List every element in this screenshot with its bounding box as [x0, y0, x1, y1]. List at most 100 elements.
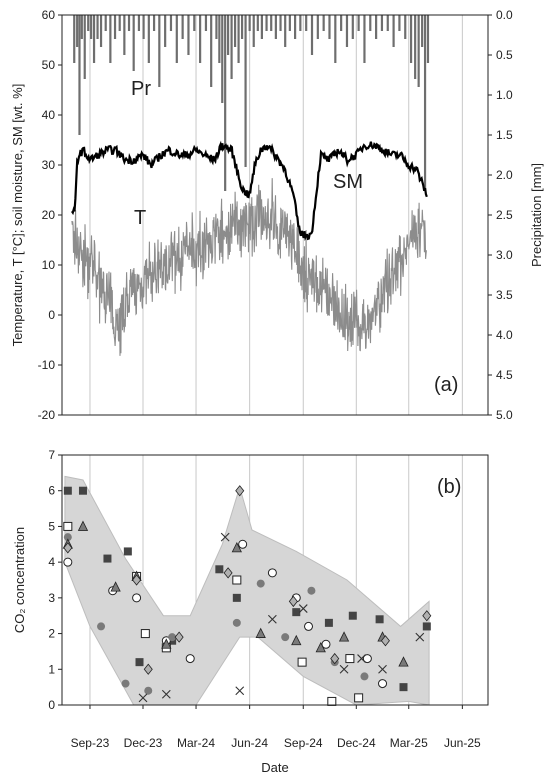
- co2-point-square-dark: [63, 486, 72, 495]
- panel-b-y-tick-label: 4: [48, 555, 55, 569]
- co2-point-cross: [220, 532, 230, 542]
- panel-a-left-tick-label: 0: [48, 308, 55, 322]
- co2-point-circle-open: [378, 679, 388, 689]
- panel-b-x-tick-label: Jun-25: [444, 736, 481, 750]
- panel-a-left-tick-label: 20: [42, 208, 56, 222]
- co2-point-triangle: [291, 634, 302, 646]
- co2-point-diamond: [63, 542, 73, 554]
- co2-point-circle-open: [238, 539, 248, 549]
- temperature-series: [71, 178, 427, 356]
- panel-a-left-tick-label: -20: [38, 408, 56, 422]
- panel-b-y-tick-label: 1: [48, 662, 55, 676]
- co2-point-circle-filled: [307, 586, 316, 595]
- co2-point-square-dark: [215, 565, 224, 574]
- co2-point-circle-open: [185, 654, 195, 664]
- co2-point-triangle: [255, 627, 266, 638]
- panel-a-right-tick-label: 5.0: [496, 408, 513, 422]
- co2-point-square-open: [345, 654, 355, 664]
- panel-b-x-tick-label: Sep-23: [71, 736, 110, 750]
- panel-b-x-tick-label: Sep-24: [284, 736, 323, 750]
- co2-point-triangle: [231, 541, 242, 553]
- panel-a-right-tick-label: 1.0: [496, 88, 513, 102]
- co2-point-square-open: [327, 696, 337, 706]
- temperature-label: T: [134, 207, 146, 229]
- panel-a-right-tick-label: 0.5: [496, 48, 513, 62]
- panel-a-gridlines: [89, 15, 463, 415]
- panel-b-x-tick-label: Dec-24: [337, 736, 376, 750]
- panel-a-right-tick-label: 4.5: [496, 368, 513, 382]
- panel-a-ylabel: Temperature, T [°C]; soil moisture, SM […: [10, 84, 25, 347]
- co2-point-triangle: [77, 520, 89, 531]
- co2-point-diamond: [174, 631, 184, 643]
- precipitation-series: [73, 15, 430, 191]
- co2-point-circle-filled: [97, 622, 106, 631]
- panel-b-y-tick-label: 6: [48, 484, 55, 498]
- co2-point-square-dark: [232, 593, 241, 602]
- panel-b-frame: [61, 454, 489, 706]
- panel-a-left-tick-label: 40: [42, 108, 56, 122]
- panel-b-y-tick-label: 0: [48, 698, 55, 712]
- co2-point-diamond: [235, 485, 245, 497]
- panel-b-x-tick-label: Mar-24: [177, 736, 215, 750]
- panel-b-ylabel: CO₂ concentration: [12, 527, 27, 633]
- panel-a-right-tick-label: 4.0: [496, 328, 513, 342]
- panel-a-tag: (a): [434, 374, 458, 396]
- co2-point-cross: [298, 604, 308, 613]
- panel-a-right-tick-label: 2.0: [496, 168, 513, 182]
- co2-point-square-dark: [292, 608, 301, 617]
- co2-point-circle-filled: [232, 618, 241, 627]
- panel-b-y-tick-label: 7: [48, 448, 55, 462]
- co2-point-diamond: [223, 567, 233, 579]
- panel-b-xlabel: Date: [261, 760, 288, 775]
- panel-a: -20 -10 0 10 20 30 40 50 60 0.0 0.5 1.0 1.5 2.0 2.5 3.…: [10, 8, 544, 422]
- co2-point-square-dark: [324, 618, 333, 627]
- panel-b-x-tick-label: Mar-25: [390, 736, 428, 750]
- co2-point-triangle: [110, 581, 121, 592]
- panel-b-y-ticks: 0 1 2 3 4 5 6 7: [48, 448, 62, 712]
- panel-a-right-tick-label: 0.0: [496, 8, 513, 22]
- co2-point-triangle: [338, 631, 350, 642]
- co2-point-square-dark: [422, 622, 431, 631]
- co2-point-square-open: [63, 521, 73, 531]
- panel-a-left-ticks: -20 -10 0 10 20 30 40 50 60: [38, 8, 62, 422]
- co2-point-circle-open: [321, 639, 331, 649]
- panel-b-x-tick-label: Dec-23: [124, 736, 163, 750]
- co2-point-diamond: [132, 574, 142, 586]
- panel-b-y-tick-label: 5: [48, 519, 55, 533]
- panel-b-x-ticks: Sep-23 Dec-23 Mar-24 Jun-24 Sep-24 Dec-24 Mar-…: [71, 705, 481, 750]
- co2-point-diamond: [143, 663, 153, 675]
- co2-point-triangle: [398, 656, 409, 667]
- panel-a-right-tick-label: 3.0: [496, 248, 513, 262]
- panel-b-x-tick-label: Jun-24: [231, 736, 268, 750]
- panel-a-left-tick-label: 60: [42, 8, 56, 22]
- panel-a-y2label: Precipitation [mm]: [529, 163, 544, 267]
- panel-a-left-tick-label: 10: [42, 258, 56, 272]
- panel-a-right-tick-label: 3.5: [496, 288, 513, 302]
- co2-point-cross: [339, 664, 349, 674]
- precipitation-label: Pr: [131, 78, 151, 100]
- co2-point-square-open: [354, 693, 364, 703]
- co2-point-square-open: [140, 629, 150, 639]
- co2-point-square-open: [297, 657, 307, 667]
- co2-point-circle-filled: [281, 633, 290, 642]
- co2-point-cross: [235, 686, 245, 696]
- co2-point-cross: [415, 632, 425, 642]
- co2-point-circle-filled: [144, 686, 153, 695]
- panel-a-right-tick-label: 2.5: [496, 208, 513, 222]
- co2-point-triangle: [315, 641, 326, 653]
- co2-point-circle-filled: [256, 579, 265, 588]
- panel-a-right-tick-label: 1.5: [496, 128, 513, 142]
- soil-moisture-label: SM: [333, 171, 363, 193]
- co2-point-square-dark: [103, 554, 112, 563]
- panel-b: 0 1 2 3 4 5 6 7 Sep-23 Dec-23 Mar-24 Jun-24 Sep-24 D…: [12, 448, 489, 775]
- panel-a-left-tick-label: 30: [42, 158, 56, 172]
- co2-point-circle-open: [362, 654, 372, 664]
- co2-point-diamond: [288, 595, 298, 608]
- co2-point-circle-open: [267, 568, 277, 578]
- co2-point-cross: [161, 689, 171, 699]
- co2-point-square-open: [232, 575, 242, 585]
- co2-point-diamond: [330, 652, 340, 665]
- co2-point-cross: [267, 614, 277, 624]
- panel-a-right-ticks: 0.0 0.5 1.0 1.5 2.0 2.5 3.0 3.5 4.0 4.5 5.0: [488, 8, 513, 422]
